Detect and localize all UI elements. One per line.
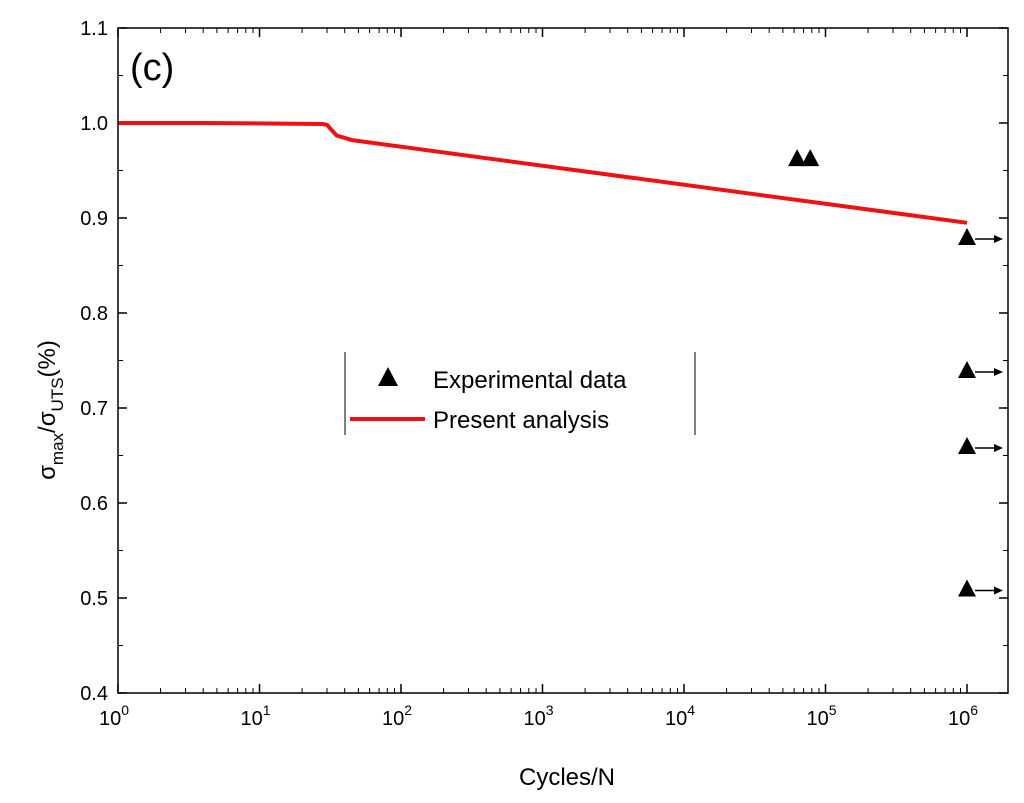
y-tick-label: 1.1 xyxy=(80,18,108,40)
x-tick-exponent: 6 xyxy=(970,702,978,718)
runout-arrow-head xyxy=(994,586,1003,595)
experimental-point xyxy=(958,437,976,454)
y-axis-label: σmax/σUTS(%) xyxy=(34,340,67,480)
y-tick-label: 0.4 xyxy=(80,683,108,705)
y-tick-label: 0.5 xyxy=(80,588,108,610)
tick-marks xyxy=(117,27,1008,694)
y-label-unit: (%) xyxy=(34,340,61,377)
x-tick-base: 10 xyxy=(948,708,970,730)
legend: Experimental data Present analysis xyxy=(344,352,696,435)
y-label-sub-uts: UTS xyxy=(48,377,67,411)
legend-label-experimental: Experimental data xyxy=(433,367,627,394)
x-tick-exponent: 3 xyxy=(546,702,554,718)
axes-frame xyxy=(117,27,1009,694)
y-label-slash-sigma: /σ xyxy=(34,411,61,433)
legend-triangle-marker xyxy=(378,367,398,386)
x-tick-exponent: 0 xyxy=(121,702,129,718)
x-tick-label: 103 xyxy=(523,702,553,730)
runout-arrow-head xyxy=(994,235,1003,243)
y-tick-label: 0.7 xyxy=(80,398,108,420)
legend-label-analysis: Present analysis xyxy=(433,407,609,434)
x-tick-label: 100 xyxy=(99,702,129,730)
x-tick-label: 101 xyxy=(240,702,270,730)
x-tick-label: 102 xyxy=(382,702,412,730)
y-label-sigma: σ xyxy=(34,465,61,480)
experimental-point xyxy=(958,361,976,378)
x-tick-base: 10 xyxy=(523,708,545,730)
y-tick-label: 0.8 xyxy=(80,303,108,325)
runout-arrow-head xyxy=(994,444,1003,452)
x-tick-base: 10 xyxy=(665,708,687,730)
x-tick-base: 10 xyxy=(806,708,828,730)
x-tick-base: 10 xyxy=(382,708,404,730)
y-tick-label: 1.0 xyxy=(80,113,108,135)
experimental-point xyxy=(958,228,976,245)
x-tick-exponent: 5 xyxy=(829,702,837,718)
x-axis-label: Cycles/N xyxy=(519,764,615,791)
x-tick-exponent: 4 xyxy=(687,702,695,718)
y-tick-label: 0.6 xyxy=(80,493,108,515)
experimental-point xyxy=(788,149,807,167)
x-tick-label: 105 xyxy=(806,702,836,730)
x-tick-exponent: 1 xyxy=(263,702,271,718)
analysis-line xyxy=(118,121,968,225)
plot-frame xyxy=(117,27,1009,694)
y-label-sub-max: max xyxy=(48,432,67,465)
panel-label: (c) xyxy=(130,47,174,89)
legend-box xyxy=(345,352,695,435)
experimental-point xyxy=(801,149,820,167)
series-layer xyxy=(118,121,1003,597)
x-tick-label: 106 xyxy=(948,702,978,730)
experimental-point xyxy=(958,579,976,597)
runout-arrow-head xyxy=(994,368,1003,376)
x-tick-base: 10 xyxy=(99,708,121,730)
x-tick-exponent: 2 xyxy=(404,702,412,718)
y-tick-label: 0.9 xyxy=(80,208,108,230)
x-tick-label: 104 xyxy=(665,702,695,730)
x-tick-base: 10 xyxy=(240,708,262,730)
